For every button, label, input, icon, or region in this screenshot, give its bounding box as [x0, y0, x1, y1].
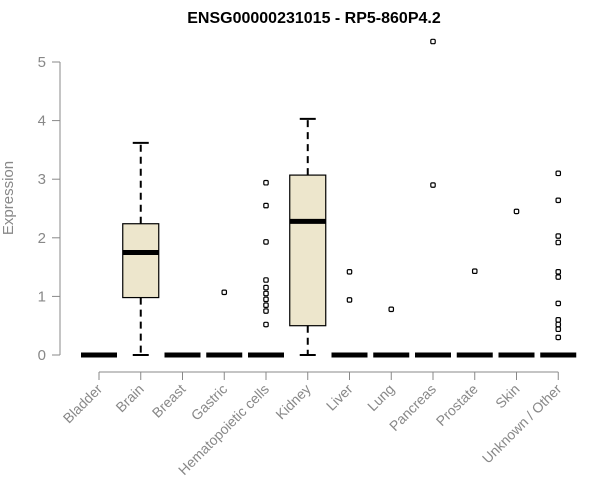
outlier-point: [221, 289, 228, 296]
outlier-point: [263, 296, 269, 303]
x-tick-label: Lung: [364, 381, 397, 414]
outlier-point: [555, 326, 562, 333]
outlier-point: [346, 268, 353, 275]
outlier-point: [263, 277, 269, 283]
box-group-pancreas: [415, 38, 451, 358]
box-group-liver: [331, 268, 368, 358]
outlier-point: [555, 268, 562, 275]
y-axis: 0 1 2 3 4 5: [38, 54, 61, 364]
x-tick-label: Breast: [149, 381, 189, 421]
outlier-point: [555, 197, 562, 204]
y-tick-label: 3: [38, 171, 46, 188]
outlier-point: [263, 321, 269, 328]
box-series: [81, 38, 577, 358]
outlier-point: [555, 321, 562, 328]
box-group-gastric: [206, 289, 243, 358]
outlier-point: [430, 182, 436, 188]
x-tick-label: Bladder: [60, 381, 106, 427]
y-tick-label: 0: [38, 347, 46, 364]
box-group-kidney: [289, 117, 327, 356]
outlier-point: [263, 179, 269, 186]
box-group-unknown-other: [540, 170, 577, 358]
y-tick-label: 2: [38, 230, 46, 247]
outlier-point: [555, 317, 562, 323]
outlier-point: [346, 297, 353, 303]
outlier-point: [430, 38, 436, 45]
x-tick-label: Liver: [323, 381, 356, 414]
box-iqr: [122, 223, 160, 299]
x-tick-label: Unknown / Other: [479, 381, 565, 467]
box-group-hematopoietic-cells: [248, 179, 284, 358]
box-iqr: [289, 174, 327, 327]
x-tick-label: Prostate: [433, 381, 481, 429]
outlier-point: [471, 268, 478, 275]
outlier-point: [263, 284, 269, 291]
x-tick-label: Kidney: [272, 381, 314, 423]
outlier-point: [555, 274, 562, 280]
outlier-point: [263, 302, 269, 308]
outlier-point: [263, 202, 269, 209]
y-tick-label: 5: [38, 54, 46, 71]
outlier-point: [263, 290, 269, 297]
outlier-point: [555, 239, 562, 246]
outlier-point: [263, 239, 269, 245]
box-group-lung: [373, 306, 410, 358]
outlier-point: [555, 300, 562, 307]
outlier-point: [555, 233, 562, 239]
x-tick-label: Brain: [112, 381, 146, 415]
box-group-brain: [122, 141, 160, 356]
outlier-point: [263, 308, 269, 314]
chart-title: ENSG00000231015 - RP5-860P4.2: [187, 10, 441, 27]
outlier-point: [513, 208, 520, 215]
y-tick-label: 1: [38, 288, 46, 305]
outlier-point: [555, 170, 562, 177]
box-group-prostate: [456, 268, 493, 358]
y-axis-label: Expression: [0, 161, 17, 235]
outlier-point: [555, 334, 562, 341]
x-tick-label: Skin: [492, 381, 523, 412]
box-group-skin: [498, 208, 535, 358]
outlier-point: [388, 306, 395, 313]
y-tick-label: 4: [38, 113, 46, 130]
